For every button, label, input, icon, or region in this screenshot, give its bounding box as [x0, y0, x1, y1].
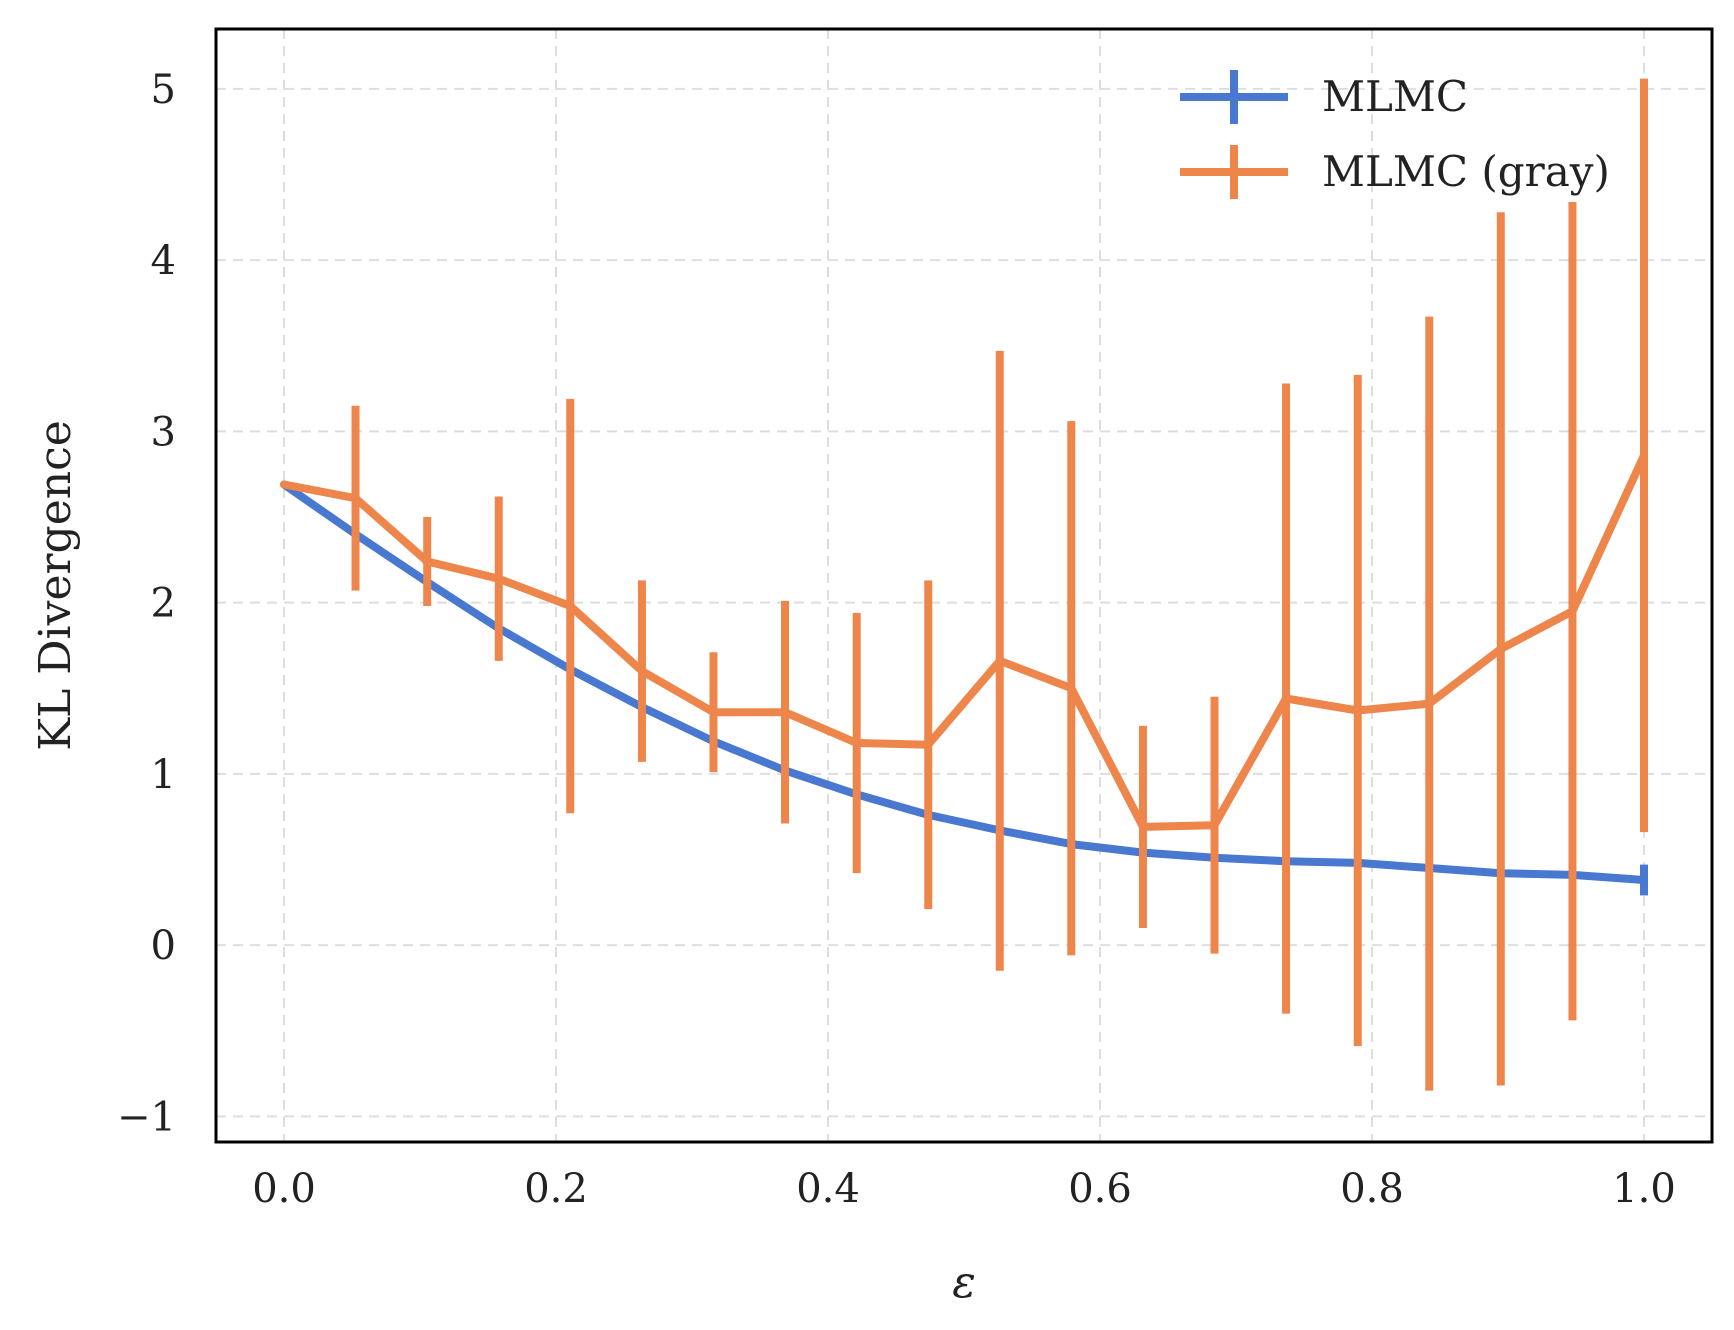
x-tick-label: 1.0 [1612, 1166, 1676, 1212]
series-line-mlmc-gray [280, 451, 1648, 831]
series [280, 78, 1648, 1091]
x-tick-label: 0.8 [1340, 1166, 1404, 1212]
x-tick-label: 0.6 [1068, 1166, 1132, 1212]
y-tick-label: 2 [151, 581, 176, 627]
series-mlmc [280, 480, 1648, 896]
plot-frame [214, 27, 1714, 1144]
legend-label-mlmc-gray: MLMC (gray) [1322, 147, 1610, 196]
series-line-mlmc [280, 480, 1648, 884]
y-axis-label: KL Divergence [30, 420, 81, 751]
series-mlmc-gray [280, 78, 1648, 1091]
x-tick-label: 0.4 [796, 1166, 860, 1212]
legend-item-mlmc-gray[interactable]: MLMC (gray) [1180, 145, 1610, 199]
legend-item-mlmc[interactable]: MLMC [1180, 70, 1468, 124]
y-tick-label: 4 [151, 238, 176, 284]
y-tick-label: −1 [117, 1094, 176, 1140]
y-tick-label: 0 [151, 923, 176, 969]
x-tick-label: 0.0 [252, 1166, 316, 1212]
y-tick-label: 5 [151, 67, 176, 113]
x-tick-label: 0.2 [524, 1166, 588, 1212]
y-axis-ticks: −1 0 1 2 3 4 5 [117, 67, 176, 1140]
x-axis-ticks: 0.0 0.2 0.4 0.6 0.8 1.0 [252, 1166, 1676, 1212]
legend-label-mlmc: MLMC [1322, 72, 1468, 121]
y-tick-label: 3 [151, 409, 176, 455]
legend[interactable]: MLMC MLMC (gray) [1180, 70, 1610, 199]
grid [216, 29, 1712, 1142]
y-tick-label: 1 [151, 752, 176, 798]
x-axis-label: ε [952, 1257, 976, 1308]
